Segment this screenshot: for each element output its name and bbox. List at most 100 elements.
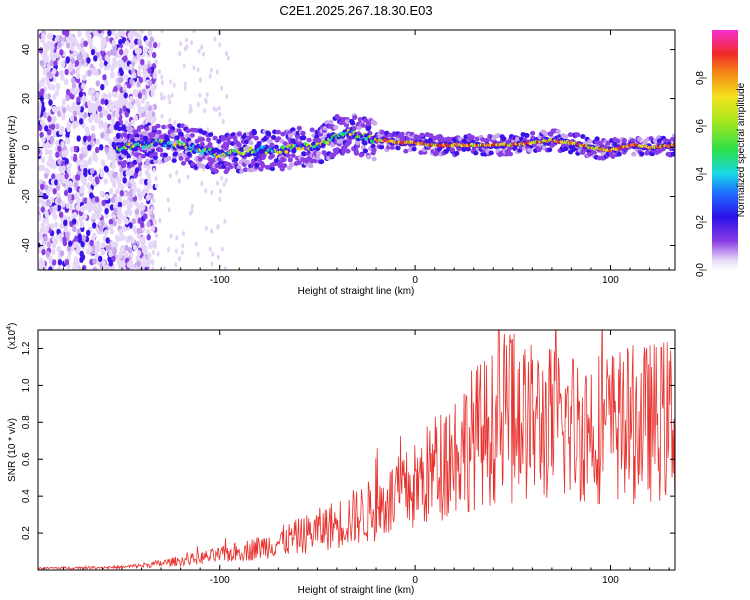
spectrogram-halo-cell <box>224 167 231 172</box>
spectrogram-noise-cell <box>124 74 129 81</box>
spectrogram-halo-cell <box>515 137 521 142</box>
spectrogram-noise-cell <box>118 251 124 258</box>
spectrogram-halo-cell <box>251 128 257 134</box>
spectrogram-noise-cell <box>74 40 79 47</box>
spectrogram-noise-cell <box>51 259 57 266</box>
spectrogram-noise-cell <box>94 117 99 124</box>
spectrogram-noise-cell <box>94 196 100 203</box>
spectrogram-noise-cell <box>57 41 62 48</box>
spectrogram-noise-cell <box>147 30 152 37</box>
spectrogram-noise-cell <box>117 195 123 202</box>
spectrogram-noise-cell <box>71 101 77 109</box>
spectrogram-noise-cell <box>185 37 188 43</box>
spectrogram-noise-cell <box>152 167 156 173</box>
spectrogram-noise-cell <box>72 260 78 267</box>
spectrogram-halo-cell <box>170 132 176 138</box>
spectrogram-ridge-cell <box>208 147 212 152</box>
snr-y-tick-label: 0.6 <box>21 452 32 466</box>
spectrogram-noise-cell <box>80 146 85 153</box>
spectrogram-halo-cell <box>233 157 239 162</box>
spectrogram-halo-cell <box>287 133 293 138</box>
spectrogram-noise-cell <box>63 219 68 226</box>
spectrogram-noise-cell <box>206 127 210 133</box>
spectrogram-noise-cell <box>210 228 214 234</box>
spectrogram-noise-cell <box>168 99 172 105</box>
snr-x-tick-label: 100 <box>602 575 619 586</box>
spectrogram-noise-cell <box>210 261 214 267</box>
spectrogram-noise-cell <box>70 45 75 52</box>
spectrogram-noise-cell <box>147 209 152 216</box>
spectrogram-halo-cell <box>185 133 191 139</box>
spectrogram-noise-cell <box>44 125 49 132</box>
spectrogram-halo-cell <box>301 135 307 141</box>
spectrogram-noise-cell <box>108 218 114 226</box>
spectrogram-noise-cell <box>50 44 55 51</box>
spectrogram-noise-cell <box>139 107 145 114</box>
spectrogram-noise-cell <box>136 249 142 257</box>
spectrogram-halo-cell <box>216 139 222 144</box>
snr-y-tick-label: 1.0 <box>21 378 32 392</box>
spectrogram-noise-cell <box>44 211 49 219</box>
spectrogram-noise-cell <box>95 146 100 154</box>
spectrogram-halo-cell <box>379 129 385 135</box>
spectrogram-noise-cell <box>55 184 61 191</box>
spectrogram-noise-cell <box>101 93 106 100</box>
spectrogram-halo-cell <box>436 146 442 152</box>
spectrogram-noise-cell <box>216 254 220 260</box>
spectrogram-noise-cell <box>111 39 117 47</box>
spectrogram-noise-cell <box>227 55 230 61</box>
spectrogram-noise-cell <box>196 102 200 108</box>
spectrogram-noise-cell <box>121 261 126 268</box>
spectrogram-noise-cell <box>65 88 71 96</box>
spectrogram-noise-cell <box>119 48 124 56</box>
spectrogram-noise-cell <box>133 227 138 235</box>
spectrogram-noise-cell <box>38 101 42 108</box>
spectrogram-noise-cell <box>49 162 55 169</box>
spectrogram-noise-cell <box>69 115 75 122</box>
spectrogram-noise-cell <box>57 259 63 266</box>
spectrogram-halo-cell <box>236 165 242 170</box>
spectrogram-halo-cell <box>501 136 507 142</box>
spectrogram-noise-cell <box>87 100 92 107</box>
spectrogram-halo-cell <box>352 115 358 120</box>
spectrogram-noise-cell <box>172 82 176 88</box>
spectrogram-halo-cell <box>152 151 158 157</box>
spectrogram-halo-cell <box>244 145 250 151</box>
spectrogram-noise-cell <box>170 92 174 98</box>
spectrogram-halo-cell <box>328 119 334 125</box>
spectrogram-noise-cell <box>83 112 88 119</box>
spectrogram-noise-cell <box>124 210 129 217</box>
spectrogram-noise-cell <box>41 32 46 40</box>
spectrogram-noise-cell <box>85 129 91 137</box>
spectrogram-halo-cell <box>186 151 192 157</box>
spectrogram-noise-cell <box>112 246 117 254</box>
spectrogram-noise-cell <box>100 220 105 227</box>
spectrogram-noise-cell <box>143 213 148 220</box>
spectrogram-noise-cell <box>88 174 93 182</box>
spectrogram-halo-cell <box>530 130 536 136</box>
spectrogram-noise-cell <box>43 235 48 242</box>
snr-x-tick-label: 0 <box>412 575 418 586</box>
spectrogram-halo-cell <box>275 129 281 135</box>
spectrogram-noise-cell <box>220 175 224 181</box>
spectrogram-noise-cell <box>122 83 128 91</box>
spectrogram-noise-cell <box>64 158 69 165</box>
spectrogram-y-tick-label: 40 <box>21 44 32 56</box>
spectrogram-halo-cell <box>207 142 213 147</box>
spectrogram-noise-cell <box>102 74 107 81</box>
spectrogram-noise-cell <box>142 261 147 268</box>
spectrogram-noise-cell <box>128 63 134 71</box>
spectrogram-noise-cell <box>56 174 61 181</box>
spectrogram-noise-cell <box>130 237 135 244</box>
spectrogram-noise-cell <box>204 97 208 103</box>
spectrogram-halo-cell <box>346 138 352 144</box>
spectrogram-noise-cell <box>44 167 49 175</box>
spectrogram-noise-cell <box>110 30 116 36</box>
spectrogram-ridge-edge <box>274 144 279 149</box>
spectrogram-halo-cell <box>351 125 357 131</box>
spectrogram-noise-cell <box>133 172 138 179</box>
spectrogram-noise-cell <box>125 170 130 177</box>
spectrogram-halo-cell <box>575 132 581 138</box>
spectrogram-noise-cell <box>43 50 48 57</box>
spectrogram-noise-cell <box>65 231 70 239</box>
